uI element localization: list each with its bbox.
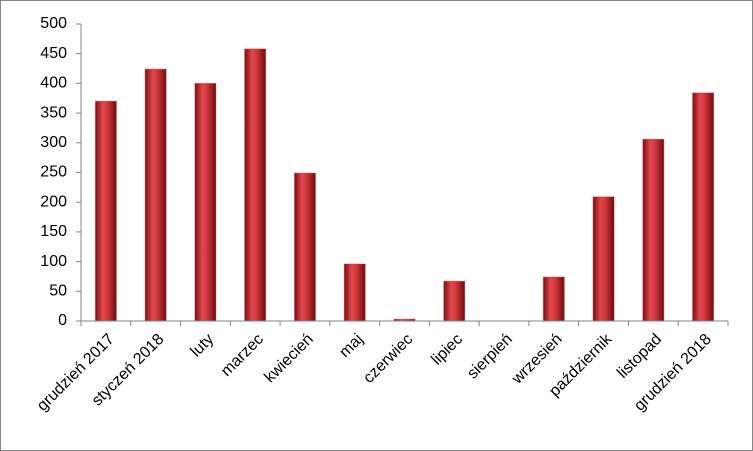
y-tick-label: 250 xyxy=(40,164,67,181)
y-tick-label: 450 xyxy=(40,45,67,62)
bar xyxy=(244,48,267,322)
bar xyxy=(343,263,366,322)
y-tick-label: 350 xyxy=(40,104,67,121)
y-tick-label: 50 xyxy=(49,283,67,300)
y-tick-label: 400 xyxy=(40,75,67,92)
bar xyxy=(592,196,615,322)
y-tick-label: 150 xyxy=(40,223,67,240)
y-tick-label: 100 xyxy=(40,253,67,270)
bar xyxy=(542,276,565,322)
bar xyxy=(194,82,217,322)
y-tick-label: 200 xyxy=(40,193,67,210)
bar xyxy=(692,92,715,322)
y-tick-label: 0 xyxy=(58,312,67,329)
y-tick-label: 300 xyxy=(40,134,67,151)
y-tick-label: 500 xyxy=(40,15,67,32)
bar xyxy=(443,280,466,322)
bar xyxy=(94,100,117,322)
bar xyxy=(293,172,316,322)
bar xyxy=(642,138,665,322)
bar xyxy=(144,68,167,322)
